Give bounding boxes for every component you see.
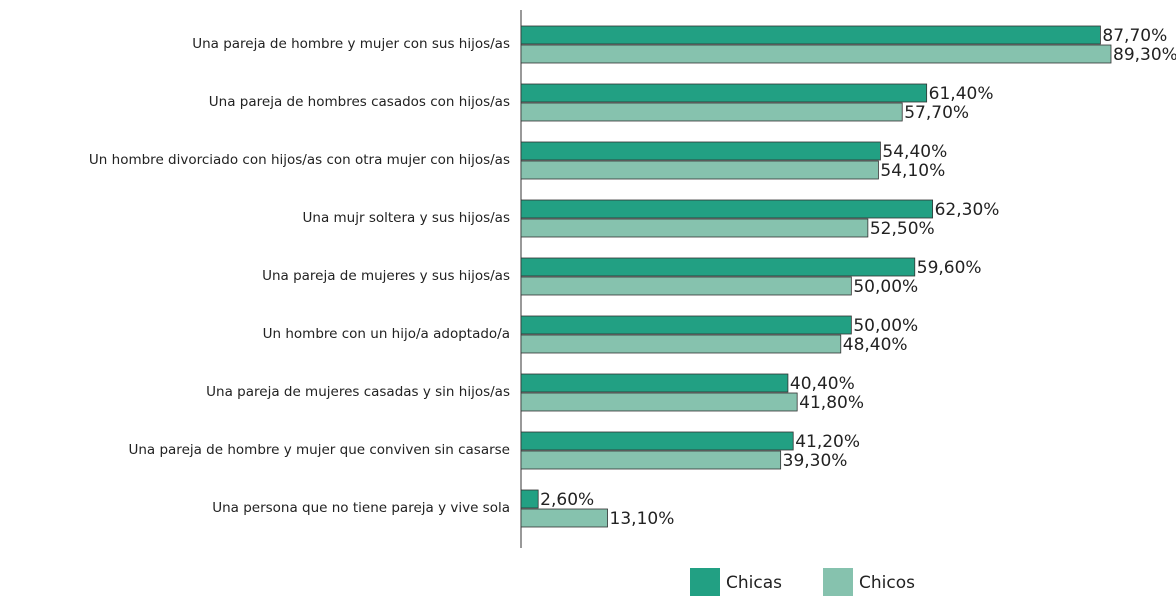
bar (520, 508, 608, 528)
legend-label: Chicas (726, 573, 782, 593)
value-label: 54,40% (882, 142, 947, 162)
category-label: Una persona que no tiene pareja y vive s… (212, 500, 510, 516)
value-label: 52,50% (870, 219, 935, 239)
category-label: Una mujr soltera y sus hijos/as (303, 210, 510, 226)
bar (520, 102, 903, 122)
value-label: 13,10% (610, 509, 675, 529)
value-label: 59,60% (917, 258, 982, 278)
category-label: Un hombre con un hijo/a adoptado/a (263, 326, 510, 342)
value-label: 2,60% (540, 490, 594, 510)
value-label: 40,40% (790, 374, 855, 394)
bar (520, 160, 879, 180)
bar (520, 489, 539, 509)
value-label: 39,30% (783, 451, 848, 471)
category-label: Una pareja de hombre y mujer con sus hij… (192, 36, 510, 52)
bar (520, 392, 798, 412)
bar (520, 25, 1101, 45)
value-label: 62,30% (935, 200, 1000, 220)
bar (520, 199, 934, 219)
bar (520, 141, 881, 161)
value-label: 50,00% (853, 277, 918, 297)
category-label: Una pareja de hombres casados con hijos/… (209, 94, 510, 110)
value-label: 89,30% (1113, 45, 1176, 65)
bar (520, 83, 928, 103)
bar (520, 218, 869, 238)
bar (520, 373, 789, 393)
value-label: 48,40% (843, 335, 908, 355)
bar (520, 315, 852, 335)
bar (520, 450, 782, 470)
legend-label: Chicos (859, 573, 915, 593)
bar (520, 276, 852, 296)
legend-swatch (823, 568, 853, 596)
value-label: 61,40% (929, 84, 994, 104)
value-label: 54,10% (880, 161, 945, 181)
value-label: 50,00% (853, 316, 918, 336)
category-label: Una pareja de mujeres casadas y sin hijo… (206, 384, 510, 400)
bar (520, 334, 842, 354)
value-label: 41,80% (799, 393, 864, 413)
value-label: 41,20% (795, 432, 860, 452)
category-label: Una pareja de mujeres y sus hijos/as (262, 268, 510, 284)
category-label: Una pareja de hombre y mujer que convive… (128, 442, 510, 458)
value-label: 87,70% (1102, 26, 1167, 46)
value-label: 57,70% (904, 103, 969, 123)
category-label: Un hombre divorciado con hijos/as con ot… (89, 152, 510, 168)
bar (520, 44, 1112, 64)
bar (520, 257, 916, 277)
legend-swatch (690, 568, 720, 596)
bar (520, 431, 794, 451)
